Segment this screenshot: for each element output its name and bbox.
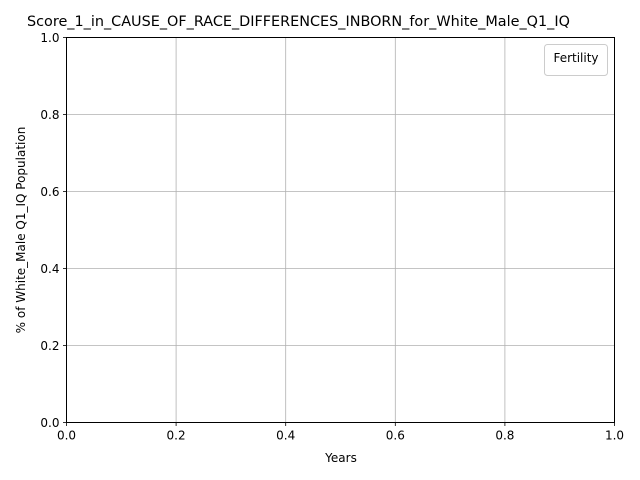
y-tick-label: 0.2 <box>40 339 59 353</box>
x-axis-label: Years <box>324 451 357 465</box>
y-tick-label: 0.4 <box>40 262 59 276</box>
legend-title: Fertility <box>553 51 598 65</box>
y-tick-label: 0.8 <box>40 108 59 122</box>
legend-box <box>544 44 608 76</box>
x-tick-label: 0.6 <box>386 429 405 443</box>
legend: Fertility <box>544 44 608 76</box>
y-axis-ticks: 0.0 0.2 0.4 0.6 0.8 1.0 <box>40 31 67 430</box>
plot-area <box>66 37 615 423</box>
grid <box>66 37 615 423</box>
x-tick-label: 0.4 <box>276 429 295 443</box>
chart-title: Score_1_in_CAUSE_OF_RACE_DIFFERENCES_INB… <box>27 14 570 30</box>
x-tick-label: 1.0 <box>605 429 624 443</box>
y-tick-label: 1.0 <box>40 31 59 45</box>
y-tick-label: 0.0 <box>40 416 59 430</box>
x-tick-label: 0.0 <box>57 429 76 443</box>
x-tick-label: 0.2 <box>167 429 186 443</box>
y-axis-label: % of White_Male Q1_IQ Population <box>14 127 28 334</box>
x-axis-ticks: 0.0 0.2 0.4 0.6 0.8 1.0 <box>57 422 624 443</box>
x-tick-label: 0.8 <box>495 429 514 443</box>
y-tick-label: 0.6 <box>40 185 59 199</box>
